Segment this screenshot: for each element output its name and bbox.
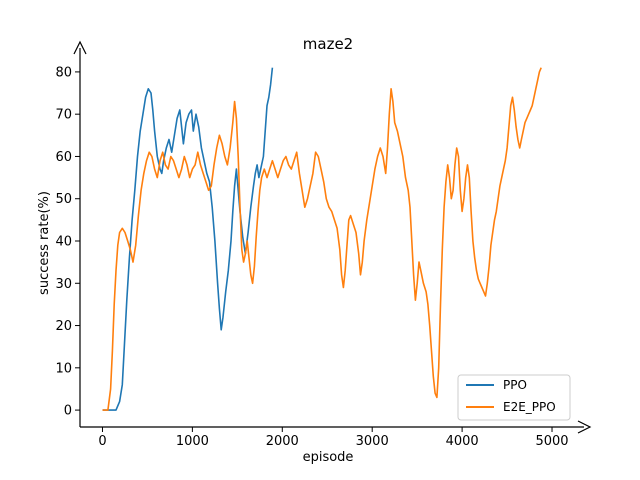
y-tick-label: 50 [55,192,72,207]
series-line-ppo [102,67,274,411]
x-tick-label: 2000 [266,434,299,449]
x-tick-label: 4000 [446,434,479,449]
x-ticks: 0 1000 2000 3000 4000 5000 [98,427,569,449]
x-tick-label: 0 [98,434,106,449]
y-tick-label: 80 [55,65,72,80]
y-tick-label: 40 [55,235,72,250]
legend-label-ppo: PPO [503,378,527,392]
y-axis-arrowhead [73,40,87,55]
x-axis-arrowhead [577,420,592,434]
x-axis-label: episode [303,450,354,465]
y-tick-label: 0 [64,404,72,419]
y-axis [73,40,87,427]
series-layer [102,67,542,411]
x-tick-label: 5000 [535,434,568,449]
y-tick-label: 60 [55,150,72,165]
legend: PPO E2E_PPO [457,374,571,421]
y-tick-label: 20 [55,319,72,334]
y-axis-label: success rate(%) [37,191,52,295]
y-tick-label: 70 [55,108,72,123]
chart-title: maze2 [303,35,353,53]
x-tick-label: 1000 [176,434,209,449]
y-tick-label: 30 [55,277,72,292]
y-ticks: 0 10 20 30 40 50 60 70 80 [55,65,80,419]
x-axis [80,420,592,434]
legend-label-e2e-ppo: E2E_PPO [503,400,556,414]
series-line-e2e-ppo [102,67,542,411]
y-tick-label: 10 [55,361,72,376]
x-tick-label: 3000 [356,434,389,449]
legend-box [457,374,571,421]
